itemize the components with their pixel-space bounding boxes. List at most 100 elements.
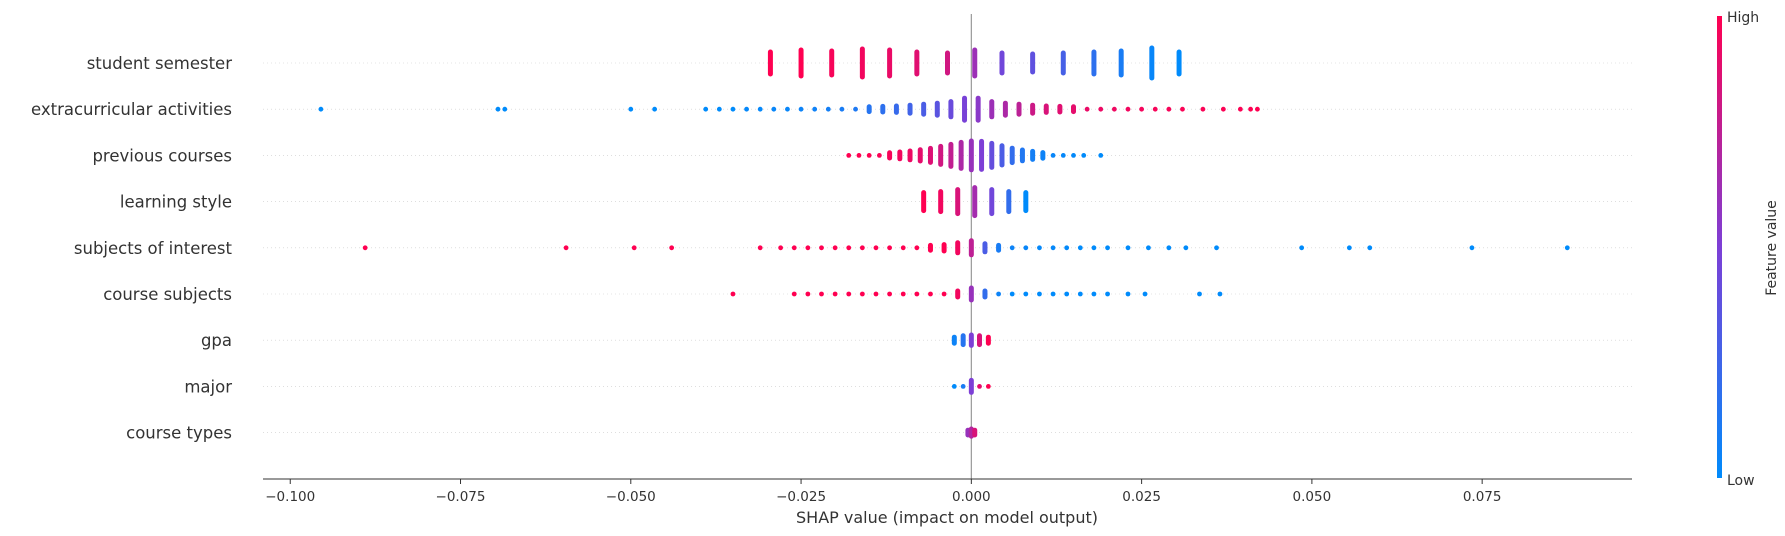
data-point (1098, 153, 1104, 158)
data-point (318, 106, 324, 112)
data-point (1248, 106, 1253, 112)
data-point (996, 291, 1001, 297)
data-point (859, 245, 865, 251)
data-point (628, 106, 634, 112)
feature-label: student semester (87, 54, 233, 73)
data-point (819, 245, 824, 251)
x-tick-label: 0.050 (1293, 489, 1332, 505)
data-point (1220, 106, 1226, 112)
data-point (1081, 153, 1087, 158)
data-point (812, 106, 818, 112)
data-point (960, 384, 966, 389)
data-point (1009, 245, 1015, 251)
feature-label: extracurricular activities (31, 100, 232, 119)
data-point (1077, 291, 1083, 297)
data-point (1346, 245, 1352, 251)
data-point (846, 291, 852, 297)
data-point (703, 106, 709, 112)
data-point (1166, 245, 1172, 251)
data-point (1152, 106, 1158, 112)
x-ticks: −0.100 −0.075 −0.050 −0.025 0.000 0.025 0.050 0… (265, 479, 1501, 505)
data-point (362, 245, 368, 251)
data-point (1146, 245, 1151, 251)
data-point (730, 106, 736, 112)
data-point (563, 245, 569, 251)
data-point (914, 245, 920, 251)
data-point (832, 245, 838, 251)
data-points (318, 45, 1570, 439)
x-tick-label: 0.000 (952, 489, 991, 505)
data-point (757, 245, 763, 251)
data-point (1105, 291, 1110, 297)
data-point (1125, 245, 1131, 251)
data-point (1125, 106, 1131, 112)
data-point (669, 245, 675, 251)
feature-label: previous courses (92, 146, 232, 165)
feature-label: major (184, 377, 232, 396)
data-point (1023, 245, 1029, 251)
x-tick-label: 0.075 (1463, 489, 1502, 505)
data-point (1091, 245, 1097, 251)
colorbar-low-label: Low (1727, 473, 1755, 489)
data-point (785, 106, 790, 112)
data-point (744, 106, 749, 112)
x-tick-label: −0.075 (436, 489, 486, 505)
feature-label: gpa (201, 331, 232, 350)
data-point (1050, 153, 1056, 158)
data-point (798, 106, 804, 112)
data-point (1098, 106, 1104, 112)
data-point (778, 245, 784, 251)
data-point (1023, 291, 1029, 297)
x-tick-label: −0.025 (776, 489, 826, 505)
data-point (805, 291, 811, 297)
data-point (716, 106, 722, 112)
data-point (1084, 106, 1090, 112)
data-point (1071, 153, 1076, 158)
data-point (914, 291, 920, 297)
x-axis: −0.100 −0.075 −0.050 −0.025 0.000 0.025 0.050 0… (263, 478, 1632, 527)
data-point (1214, 245, 1219, 251)
feature-label: course subjects (103, 285, 232, 304)
data-point (631, 245, 637, 251)
data-point (805, 245, 811, 251)
feature-label: course types (126, 424, 232, 443)
data-point (1064, 291, 1070, 297)
data-point (495, 106, 501, 112)
data-point (1200, 106, 1206, 112)
data-point (887, 245, 893, 251)
x-tick-label: −0.100 (265, 489, 315, 505)
x-tick-label: 0.025 (1122, 489, 1161, 505)
data-point (1367, 245, 1373, 251)
data-point (1180, 106, 1185, 112)
data-point (1217, 291, 1223, 297)
data-point (1237, 106, 1243, 112)
data-point (1197, 291, 1202, 297)
data-point (757, 106, 763, 112)
data-point (1060, 153, 1066, 158)
data-point (1299, 245, 1305, 251)
data-point (887, 291, 893, 297)
colorbar-high-label: High (1727, 10, 1759, 26)
data-point (873, 291, 879, 297)
data-point (941, 291, 947, 297)
data-point (900, 245, 906, 251)
feature-label: learning style (120, 193, 232, 212)
data-point (771, 106, 777, 112)
data-point (1183, 245, 1189, 251)
data-point (1050, 291, 1056, 297)
data-point (502, 106, 508, 112)
colorbar: High Low Feature value (1717, 10, 1780, 489)
data-point (951, 384, 957, 389)
x-axis-title: SHAP value (impact on model output) (796, 508, 1098, 527)
data-point (832, 291, 838, 297)
data-point (859, 291, 865, 297)
data-point (825, 106, 831, 112)
data-point (1077, 245, 1083, 251)
data-point (1142, 291, 1148, 297)
x-tick-label: −0.050 (606, 489, 656, 505)
data-point (1037, 291, 1042, 297)
data-point (1050, 245, 1056, 251)
data-point (928, 291, 933, 297)
data-point (730, 291, 736, 297)
